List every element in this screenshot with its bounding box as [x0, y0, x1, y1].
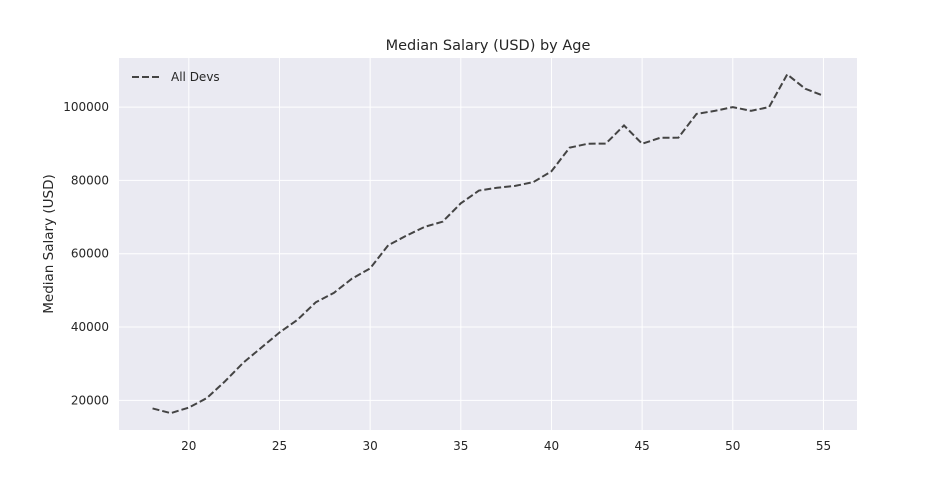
x-tick-label: 25 [272, 439, 287, 453]
plot-background [119, 58, 857, 430]
y-tick-label: 80000 [71, 173, 109, 187]
x-tick-label: 20 [181, 439, 196, 453]
series-line-all-devs [152, 72, 824, 415]
x-tick-label: 45 [634, 439, 649, 453]
x-tick-label: 30 [362, 439, 377, 453]
legend-label-all-devs: All Devs [171, 70, 220, 84]
chart-title: Median Salary (USD) by Age [386, 38, 591, 54]
y-axis-label: Median Salary (USD) [41, 174, 57, 313]
y-tick-labels: 20000 40000 60000 80000 100000 [63, 100, 109, 407]
x-tick-label: 50 [725, 439, 740, 453]
x-tick-label: 40 [544, 439, 559, 453]
x-tick-label: 35 [453, 439, 468, 453]
y-tick-label: 20000 [71, 393, 109, 407]
x-tick-labels: 20 25 30 35 40 45 50 55 [181, 439, 831, 453]
y-tick-label: 60000 [71, 247, 109, 261]
x-tick-label: 55 [816, 439, 831, 453]
legend: All Devs [132, 70, 220, 84]
y-tick-label: 100000 [63, 100, 109, 114]
y-tick-label: 40000 [71, 320, 109, 334]
